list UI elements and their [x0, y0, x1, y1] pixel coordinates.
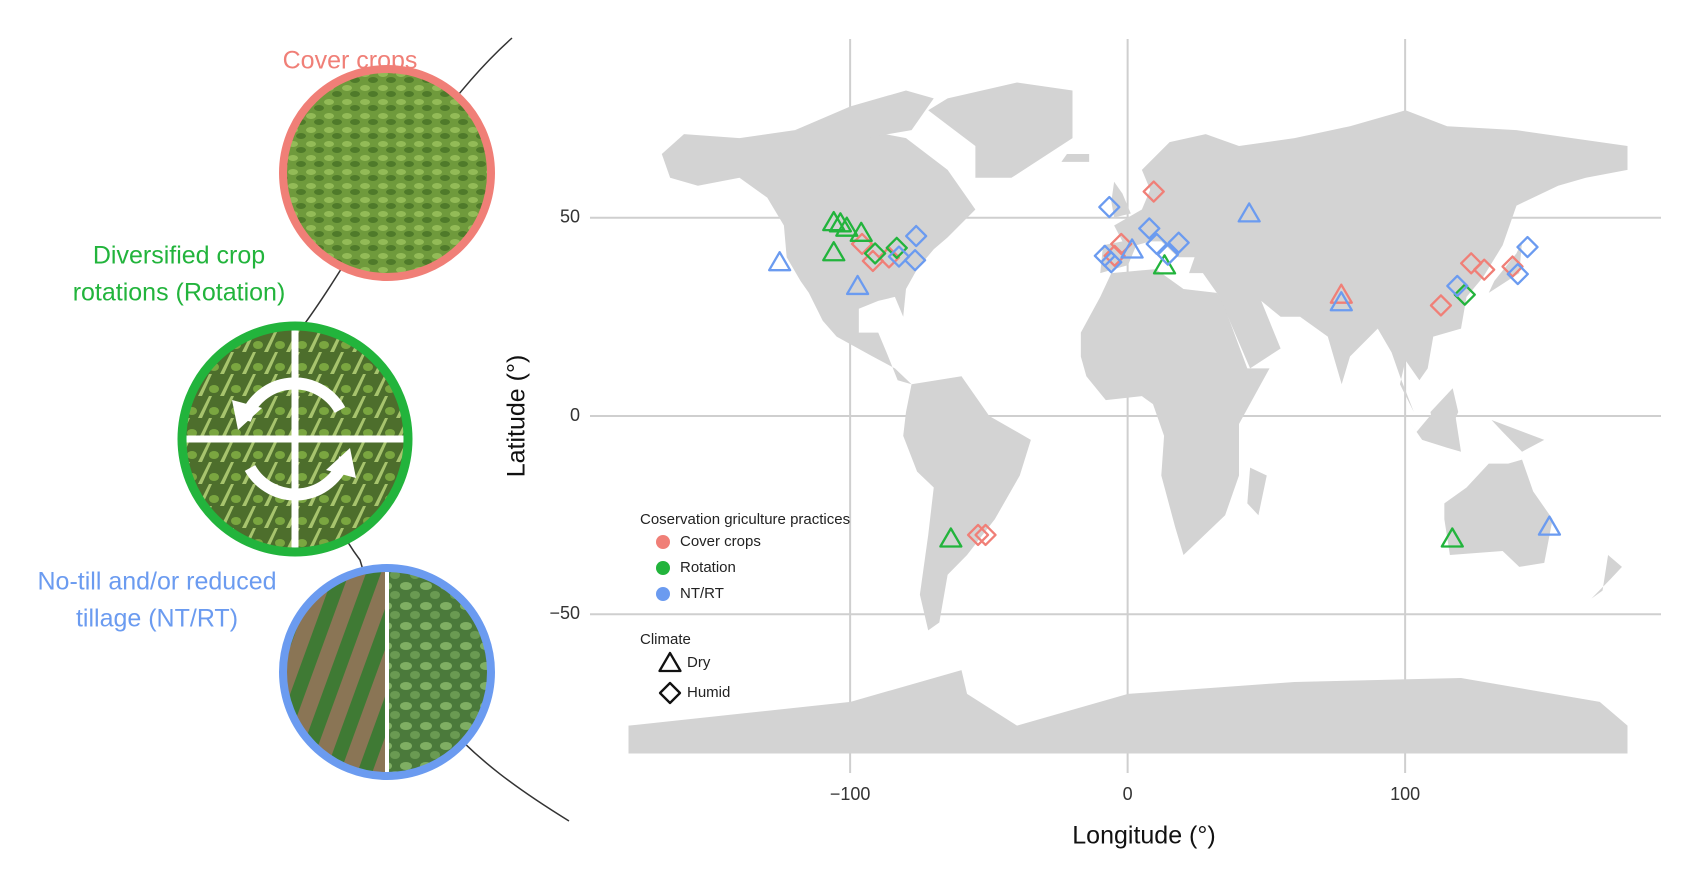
diamond-marker: [1156, 243, 1180, 266]
illustration-labels: Cover crops Diversified crop rotations (Ro…: [37, 47, 417, 633]
triangle-marker: [939, 527, 963, 548]
triangle-marker: [845, 274, 870, 296]
diamond-marker: [966, 523, 990, 547]
legend-label: Cover crops: [680, 533, 761, 550]
legend-label: NT/RT: [680, 585, 724, 602]
diamond-marker: [1501, 255, 1524, 278]
legend-label: Dry: [687, 654, 711, 671]
legend-title: Climate: [640, 631, 691, 648]
illustration-ntrt: [279, 564, 495, 780]
triangle-marker: [1237, 202, 1261, 223]
triangle-marker: [828, 212, 853, 233]
triangle-marker: [1120, 238, 1144, 259]
triangle-marker: [1440, 527, 1464, 548]
diamond-marker: [1167, 231, 1190, 254]
legend: Coservation griculture practices Climate…: [640, 511, 850, 705]
diamond-marker: [1103, 244, 1126, 267]
diamond-marker: [1145, 232, 1168, 256]
diamond-marker: [658, 681, 682, 705]
legend-swatch: [656, 561, 670, 575]
y-tick-label: 0: [570, 405, 580, 425]
diamond-marker: [1446, 274, 1469, 298]
triangle-marker: [822, 210, 846, 232]
illustration-label: Diversified crop: [93, 242, 265, 270]
triangle-marker: [835, 216, 859, 237]
x-tick-label: 0: [1123, 784, 1133, 804]
plot: [590, 39, 1661, 773]
illustration-label: No-till and/or reduced: [37, 568, 276, 596]
triangle-marker: [767, 251, 792, 272]
diamond-marker: [1138, 217, 1161, 240]
diamond-marker: [1100, 251, 1123, 274]
diamond-marker: [1506, 262, 1529, 286]
legend-label: Humid: [687, 684, 730, 701]
diamond-marker: [887, 245, 911, 268]
diamond-marker: [877, 246, 901, 269]
land: [628, 82, 1628, 754]
diamond-marker: [1460, 252, 1483, 275]
legend-title: Coservation griculture practices: [640, 511, 850, 528]
diamond-marker: [1516, 235, 1539, 259]
x-tick-label: −100: [830, 784, 871, 804]
legend-label: Rotation: [680, 559, 736, 576]
illustration-rotation: [177, 321, 413, 557]
diamond-marker: [1098, 195, 1121, 219]
diamond-marker: [1429, 294, 1453, 317]
diamond-marker: [905, 224, 928, 248]
illustration-label: rotations (Rotation): [73, 279, 286, 307]
diamond-marker: [1142, 180, 1165, 203]
triangle-marker: [658, 651, 682, 673]
triangle-marker: [1329, 291, 1353, 312]
triangle-marker: [849, 221, 873, 242]
x-axis-title: Longitude (°): [1072, 822, 1215, 850]
diamond-marker: [863, 242, 887, 265]
illustration-label: Cover crops: [283, 47, 418, 75]
triangle-marker: [1329, 283, 1353, 304]
triangle-marker: [1537, 515, 1562, 536]
legend-swatch: [656, 535, 670, 549]
triangle-marker: [822, 241, 846, 262]
y-axis-title: Latitude (°): [503, 355, 531, 478]
illustration-label: tillage (NT/RT): [76, 605, 238, 633]
x-tick-label: 100: [1390, 784, 1420, 804]
diamond-marker: [1453, 283, 1476, 306]
y-tick-label: −50: [549, 603, 580, 623]
y-tick-label: 50: [560, 207, 580, 227]
diamond-marker: [974, 523, 997, 547]
diamond-marker: [1473, 258, 1496, 281]
legend-swatch: [656, 587, 670, 601]
illustration-cover: [279, 65, 495, 281]
diamond-marker: [885, 236, 908, 260]
